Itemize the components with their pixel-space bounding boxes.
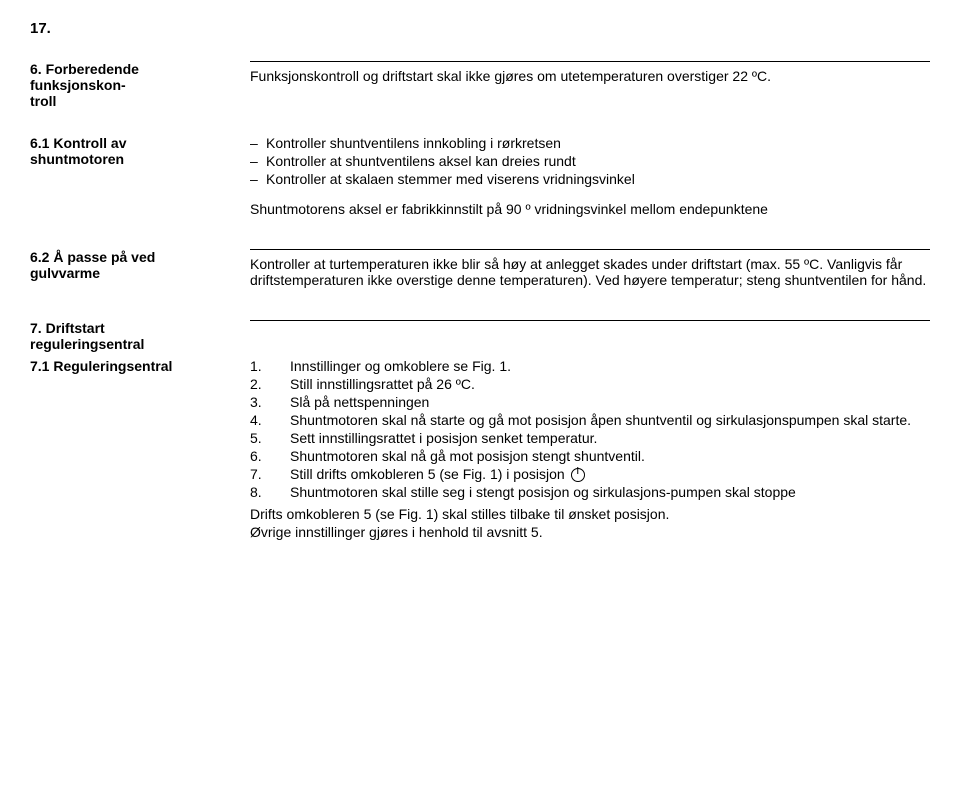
item-num: 1. [250, 358, 290, 374]
item-num: 7. [250, 466, 290, 482]
section-7-1-list: 1.Innstillinger og omkoblere se Fig. 1. … [250, 358, 930, 500]
list-item: 3.Slå på nettspenningen [250, 394, 930, 410]
section-7-title-l2: reguleringsentral [30, 336, 144, 352]
power-icon [571, 468, 585, 482]
section-6-text: Funksjonskontroll og driftstart skal ikk… [250, 68, 930, 84]
section-6-1-heading: 6.1 Kontroll av shuntmotoren [30, 135, 250, 167]
section-7-1-heading: 7.1 Reguleringsentral [30, 358, 250, 374]
list-item: 7.Still drifts omkobleren 5 (se Fig. 1) … [250, 466, 930, 482]
section-6-2-text: Kontroller at turtemperaturen ikke blir … [250, 256, 930, 288]
section-6-2-body: Kontroller at turtemperaturen ikke blir … [250, 249, 930, 294]
list-item: Kontroller at shuntventilens aksel kan d… [250, 153, 930, 169]
section-7-1-title: Reguleringsentral [53, 358, 172, 374]
list-item: Kontroller shuntventilens innkobling i r… [250, 135, 930, 151]
section-7: 7. Driftstart reguleringsentral [30, 320, 930, 352]
section-6-title-l1: Forberedende [46, 61, 139, 77]
section-7-1-body: 1.Innstillinger og omkoblere se Fig. 1. … [250, 358, 930, 540]
list-item: 6.Shuntmotoren skal nå gå mot posisjon s… [250, 448, 930, 464]
item-text: Shuntmotoren skal stille seg i stengt po… [290, 484, 930, 500]
item-text: Shuntmotoren skal nå starte og gå mot po… [290, 412, 930, 428]
section-6-1-title-l1: Kontroll av [53, 135, 126, 151]
section-6-num: 6. [30, 61, 42, 77]
section-6-body: Funksjonskontroll og driftstart skal ikk… [250, 61, 930, 90]
list-item: 2.Still innstillingsrattet på 26 ºC. [250, 376, 930, 392]
item-num: 6. [250, 448, 290, 464]
section-6-1-num: 6.1 [30, 135, 49, 151]
section-6-title-l2: funksjonskon- [30, 77, 126, 93]
item-text: Shuntmotoren skal nå gå mot posisjon ste… [290, 448, 930, 464]
item-num: 3. [250, 394, 290, 410]
section-6-1: 6.1 Kontroll av shuntmotoren Kontroller … [30, 135, 930, 223]
section-6-2-title-l2: gulvvarme [30, 265, 100, 281]
list-item: 5.Sett innstillingsrattet i posisjon sen… [250, 430, 930, 446]
section-7-heading: 7. Driftstart reguleringsentral [30, 320, 250, 352]
section-7-1-after1: Drifts omkobleren 5 (se Fig. 1) skal sti… [250, 506, 930, 522]
item-num: 4. [250, 412, 290, 428]
item-num: 8. [250, 484, 290, 500]
section-7-1-after2: Øvrige innstillinger gjøres i henhold ti… [250, 524, 930, 540]
list-item: Kontroller at skalaen stemmer med visere… [250, 171, 930, 187]
section-6-heading: 6. Forberedende funksjonskon- troll [30, 61, 250, 109]
section-6-title-l3: troll [30, 93, 56, 109]
section-6-1-body: Kontroller shuntventilens innkobling i r… [250, 135, 930, 223]
section-6-2-heading: 6.2 Å passe på ved gulvvarme [30, 249, 250, 281]
section-6: 6. Forberedende funksjonskon- troll Funk… [30, 61, 930, 109]
item-text: Still drifts omkobleren 5 (se Fig. 1) i … [290, 466, 930, 482]
item-num: 5. [250, 430, 290, 446]
section-6-1-list: Kontroller shuntventilens innkobling i r… [250, 135, 930, 187]
section-7-body [250, 320, 930, 329]
section-7-1: 7.1 Reguleringsentral 1.Innstillinger og… [30, 358, 930, 540]
section-6-1-title-l2: shuntmotoren [30, 151, 124, 167]
item-text: Still innstillingsrattet på 26 ºC. [290, 376, 930, 392]
section-6-2-num: 6.2 [30, 249, 49, 265]
section-7-title-l1: Driftstart [46, 320, 105, 336]
page-number: 17. [30, 20, 930, 37]
section-6-1-after: Shuntmotorens aksel er fabrikkinnstilt p… [250, 201, 930, 217]
section-7-1-num: 7.1 [30, 358, 49, 374]
item-num: 2. [250, 376, 290, 392]
item-text: Sett innstillingsrattet i posisjon senke… [290, 430, 930, 446]
list-item: 1.Innstillinger og omkoblere se Fig. 1. [250, 358, 930, 374]
section-7-num: 7. [30, 320, 42, 336]
section-6-2-title-l1: Å passe på ved [53, 249, 155, 265]
section-6-2: 6.2 Å passe på ved gulvvarme Kontroller … [30, 249, 930, 294]
list-item: 8.Shuntmotoren skal stille seg i stengt … [250, 484, 930, 500]
item-text: Slå på nettspenningen [290, 394, 930, 410]
item-text: Innstillinger og omkoblere se Fig. 1. [290, 358, 930, 374]
list-item: 4.Shuntmotoren skal nå starte og gå mot … [250, 412, 930, 428]
